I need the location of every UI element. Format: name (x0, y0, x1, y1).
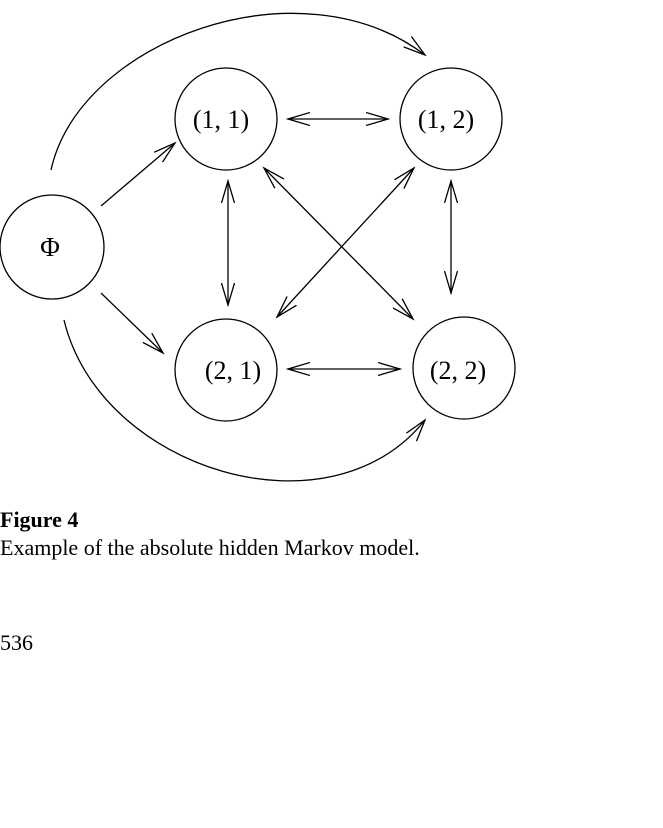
node-1-1: (1, 1) (174, 67, 278, 171)
node-phi-label: Φ (40, 232, 60, 262)
edge-phi-to-1-2 (50, 12, 425, 171)
edge-1-2-to-2-1 (277, 168, 414, 317)
node-2-2-label: (2, 2) (430, 356, 486, 385)
node-2-2: (2, 2) (412, 316, 516, 420)
figure-caption: Example of the absolute hidden Markov mo… (0, 535, 420, 560)
node-phi: Φ (0, 194, 105, 300)
edge-phi-to-2-2 (63, 319, 425, 482)
node-1-2-label: (1, 2) (418, 105, 474, 134)
page-number: 536 (0, 630, 33, 655)
figure-title: Figure 4 (0, 507, 79, 532)
node-1-1-label: (1, 1) (193, 105, 249, 134)
node-2-1: (2, 1) (174, 318, 278, 422)
hmm-diagram: Φ (1, 1) (1, 2) (2, 1) (2, 2) (0, 12, 516, 482)
node-2-1-label: (2, 1) (205, 356, 261, 385)
node-1-2: (1, 2) (399, 67, 503, 171)
edge-phi-to-2-1 (100, 292, 163, 353)
edge-phi-to-1-1 (100, 143, 175, 207)
edge-1-1-to-2-2 (264, 168, 413, 319)
